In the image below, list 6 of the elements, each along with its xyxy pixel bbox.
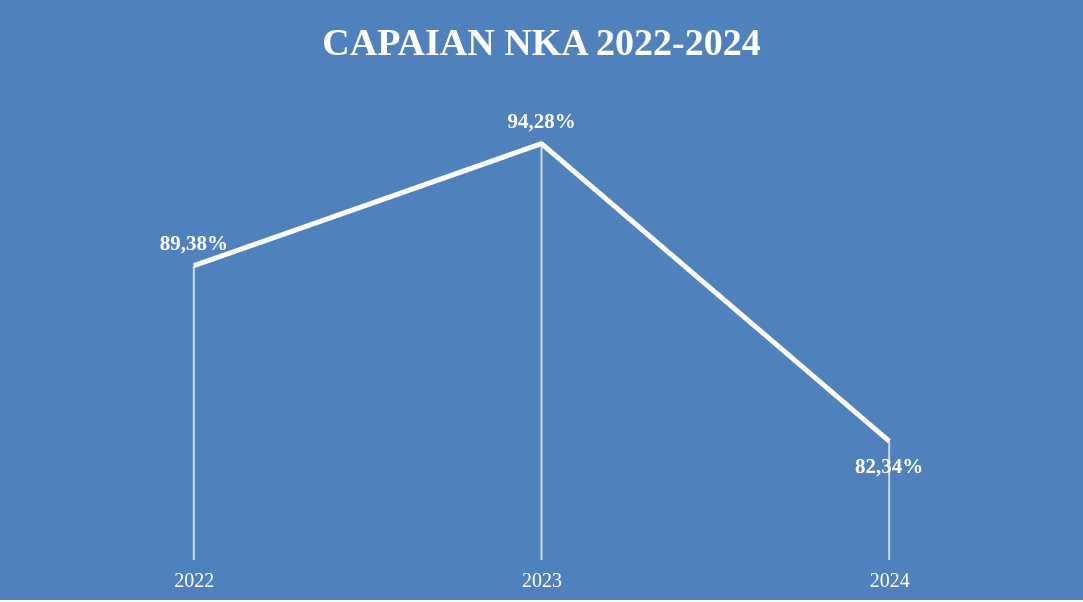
chart-title: CAPAIAN NKA 2022-2024 [322,21,761,63]
x-tick-label: 2023 [522,568,562,591]
data-label: 89,38% [159,230,228,255]
x-tick-label: 2024 [869,568,910,591]
data-label: 94,28% [507,108,576,133]
x-tick-label: 2022 [174,568,215,591]
